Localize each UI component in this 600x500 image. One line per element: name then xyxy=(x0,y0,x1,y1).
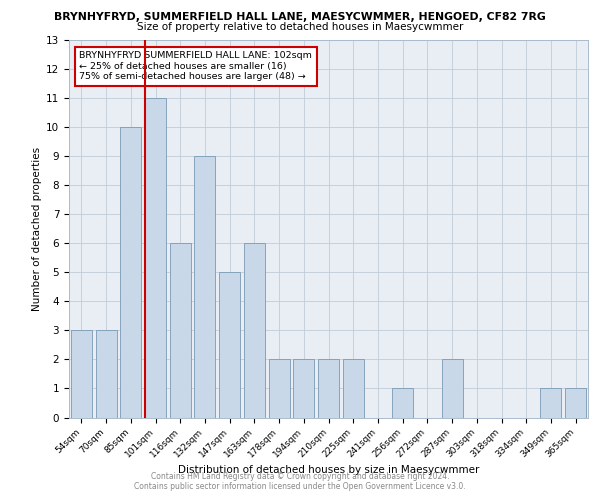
Bar xyxy=(145,98,166,418)
Bar xyxy=(71,330,92,418)
Text: BRYNHYFRYD, SUMMERFIELD HALL LANE, MAESYCWMMER, HENGOED, CF82 7RG: BRYNHYFRYD, SUMMERFIELD HALL LANE, MAESY… xyxy=(54,12,546,22)
Bar xyxy=(442,360,463,418)
Bar xyxy=(343,360,364,418)
Y-axis label: Number of detached properties: Number of detached properties xyxy=(32,146,42,311)
Bar xyxy=(392,388,413,418)
Text: Contains HM Land Registry data © Crown copyright and database right 2024.
Contai: Contains HM Land Registry data © Crown c… xyxy=(134,472,466,491)
Bar xyxy=(293,360,314,418)
Text: Size of property relative to detached houses in Maesycwmmer: Size of property relative to detached ho… xyxy=(137,22,463,32)
Bar xyxy=(120,127,141,418)
Bar xyxy=(219,272,240,418)
Bar xyxy=(194,156,215,417)
Bar xyxy=(95,330,116,418)
Bar xyxy=(244,244,265,418)
Bar xyxy=(269,360,290,418)
Text: BRYNHYFRYD SUMMERFIELD HALL LANE: 102sqm
← 25% of detached houses are smaller (1: BRYNHYFRYD SUMMERFIELD HALL LANE: 102sqm… xyxy=(79,52,312,81)
Bar xyxy=(170,244,191,418)
X-axis label: Distribution of detached houses by size in Maesycwmmer: Distribution of detached houses by size … xyxy=(178,465,479,475)
Bar xyxy=(318,360,339,418)
Bar xyxy=(565,388,586,418)
Bar xyxy=(541,388,562,418)
